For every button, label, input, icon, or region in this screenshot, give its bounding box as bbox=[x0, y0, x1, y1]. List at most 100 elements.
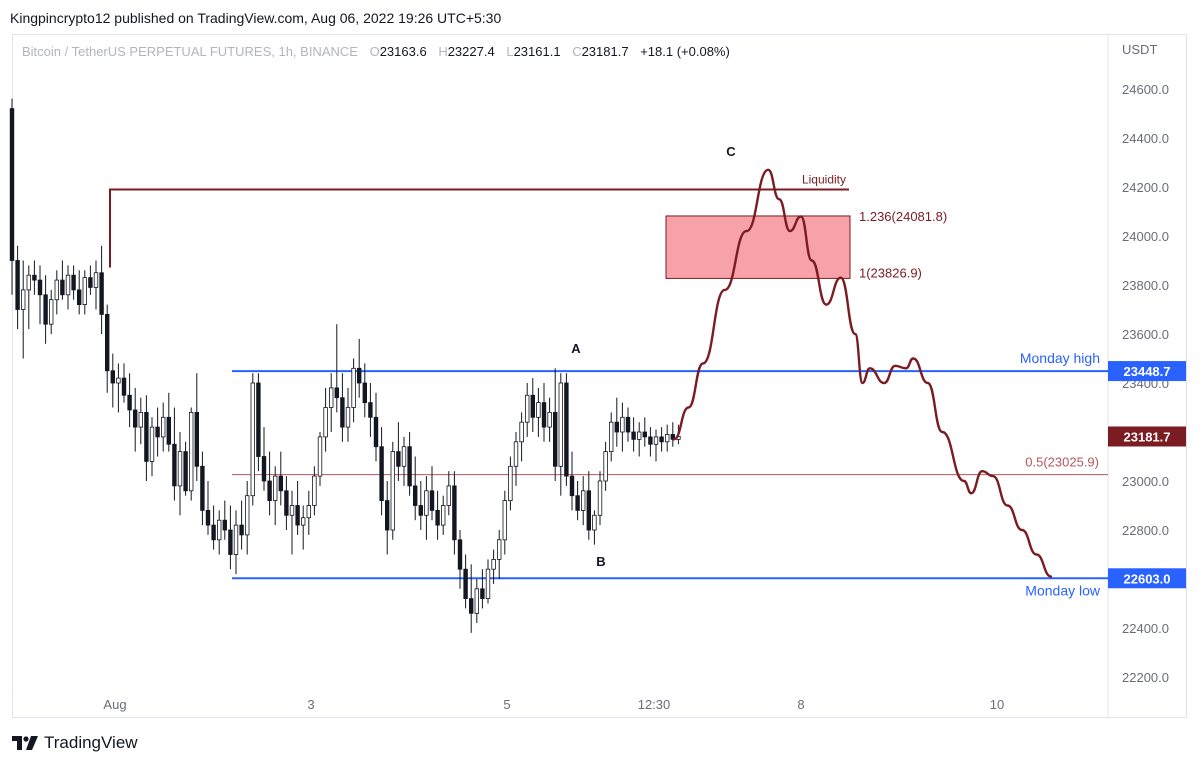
candle-body bbox=[55, 280, 59, 300]
candle-body bbox=[329, 388, 333, 408]
candle-body bbox=[346, 408, 350, 428]
candle-body bbox=[307, 506, 311, 518]
tradingview-logo-icon[interactable] bbox=[12, 736, 38, 750]
candle-body bbox=[374, 417, 378, 446]
candle-body bbox=[369, 403, 373, 418]
candle-body bbox=[565, 383, 569, 476]
candle-body bbox=[105, 314, 109, 370]
candle-body bbox=[632, 432, 636, 439]
candle-body bbox=[447, 486, 451, 506]
candle-body bbox=[665, 434, 669, 441]
candle-body bbox=[363, 383, 367, 403]
candle-body bbox=[660, 437, 664, 442]
candle-body bbox=[570, 476, 574, 496]
candle-body bbox=[324, 408, 328, 437]
candle-body bbox=[201, 466, 205, 510]
candle-body bbox=[436, 510, 440, 525]
candle-body bbox=[72, 275, 76, 290]
candle-body bbox=[542, 403, 546, 428]
candle-body bbox=[497, 540, 501, 560]
candle-body bbox=[525, 395, 529, 422]
candle-body bbox=[133, 410, 137, 427]
candle-body bbox=[531, 395, 535, 417]
candle-body bbox=[654, 437, 658, 444]
candle-body bbox=[637, 432, 641, 439]
candle-body bbox=[122, 378, 126, 395]
candle-body bbox=[173, 444, 177, 486]
candle-body bbox=[89, 278, 93, 288]
candle-body bbox=[217, 520, 221, 540]
price-tick-label: 24600.0 bbox=[1122, 82, 1169, 97]
price-axis-currency: USDT bbox=[1122, 42, 1157, 57]
candle-body bbox=[184, 452, 188, 491]
candle-body bbox=[262, 457, 266, 482]
price-tick-label: 23000.0 bbox=[1122, 474, 1169, 489]
candle-body bbox=[150, 427, 154, 461]
candle-body bbox=[397, 452, 401, 467]
candle-body bbox=[514, 442, 518, 467]
price-tick-label: 23800.0 bbox=[1122, 278, 1169, 293]
time-tick-label: 12:30 bbox=[638, 697, 671, 712]
candle-body bbox=[576, 496, 580, 511]
candle-body bbox=[161, 417, 165, 437]
candle-body bbox=[10, 109, 14, 261]
candle-body bbox=[335, 388, 339, 398]
candle-body bbox=[212, 525, 216, 540]
candle-body bbox=[290, 506, 294, 516]
candle-body bbox=[268, 481, 272, 501]
candle-body bbox=[77, 290, 81, 305]
candle-body bbox=[402, 447, 406, 467]
candle-body bbox=[117, 378, 121, 383]
candle-body bbox=[626, 417, 630, 432]
candle-body bbox=[83, 278, 87, 305]
fib-05-label: 0.5(23025.9) bbox=[1025, 455, 1099, 470]
candle-body bbox=[111, 371, 115, 383]
candle-body bbox=[313, 476, 317, 505]
candle-body bbox=[408, 447, 412, 486]
candle-body bbox=[385, 501, 389, 530]
candle-body bbox=[486, 569, 490, 598]
brand-name[interactable]: TradingView bbox=[44, 733, 138, 753]
candle-body bbox=[643, 432, 647, 437]
candle-body bbox=[234, 525, 238, 554]
candle-body bbox=[609, 422, 613, 451]
candle-body bbox=[251, 383, 255, 496]
candle-body bbox=[604, 452, 608, 481]
candle-body bbox=[380, 447, 384, 501]
candle-body bbox=[139, 412, 143, 427]
candle-body bbox=[581, 491, 585, 511]
candle-body bbox=[285, 491, 289, 516]
candle-body bbox=[503, 501, 507, 540]
monday-high-label: Monday high bbox=[1020, 350, 1100, 366]
candle-body bbox=[553, 412, 557, 466]
candle-body bbox=[475, 589, 479, 614]
candle-body bbox=[206, 510, 210, 525]
monday-high-price-text: 23448.7 bbox=[1124, 364, 1171, 379]
liquidity-label: Liquidity bbox=[802, 172, 846, 186]
candle-body bbox=[318, 437, 322, 476]
time-tick-label: 5 bbox=[503, 697, 510, 712]
fib-target-zone bbox=[666, 216, 850, 278]
price-tick-label: 22200.0 bbox=[1122, 670, 1169, 685]
candle-body bbox=[621, 417, 625, 432]
candle-body bbox=[240, 525, 244, 535]
candle-body bbox=[469, 599, 473, 614]
candle-body bbox=[100, 273, 104, 315]
price-tick-label: 23600.0 bbox=[1122, 327, 1169, 342]
candle-body bbox=[593, 515, 597, 530]
candle-body bbox=[419, 506, 423, 516]
wave-label-c: C bbox=[726, 144, 736, 159]
price-tick-label: 24200.0 bbox=[1122, 180, 1169, 195]
candle-body bbox=[245, 496, 249, 535]
candle-body bbox=[189, 412, 193, 490]
candle-body bbox=[615, 422, 619, 432]
candle-body bbox=[44, 295, 48, 324]
fib-1236-label: 1.236(24081.8) bbox=[859, 209, 947, 224]
candle-body bbox=[38, 280, 42, 295]
candle-body bbox=[257, 383, 261, 457]
candle-body bbox=[279, 476, 283, 491]
candle-body bbox=[66, 275, 70, 295]
candle-body bbox=[481, 589, 485, 599]
candle-body bbox=[94, 273, 98, 288]
